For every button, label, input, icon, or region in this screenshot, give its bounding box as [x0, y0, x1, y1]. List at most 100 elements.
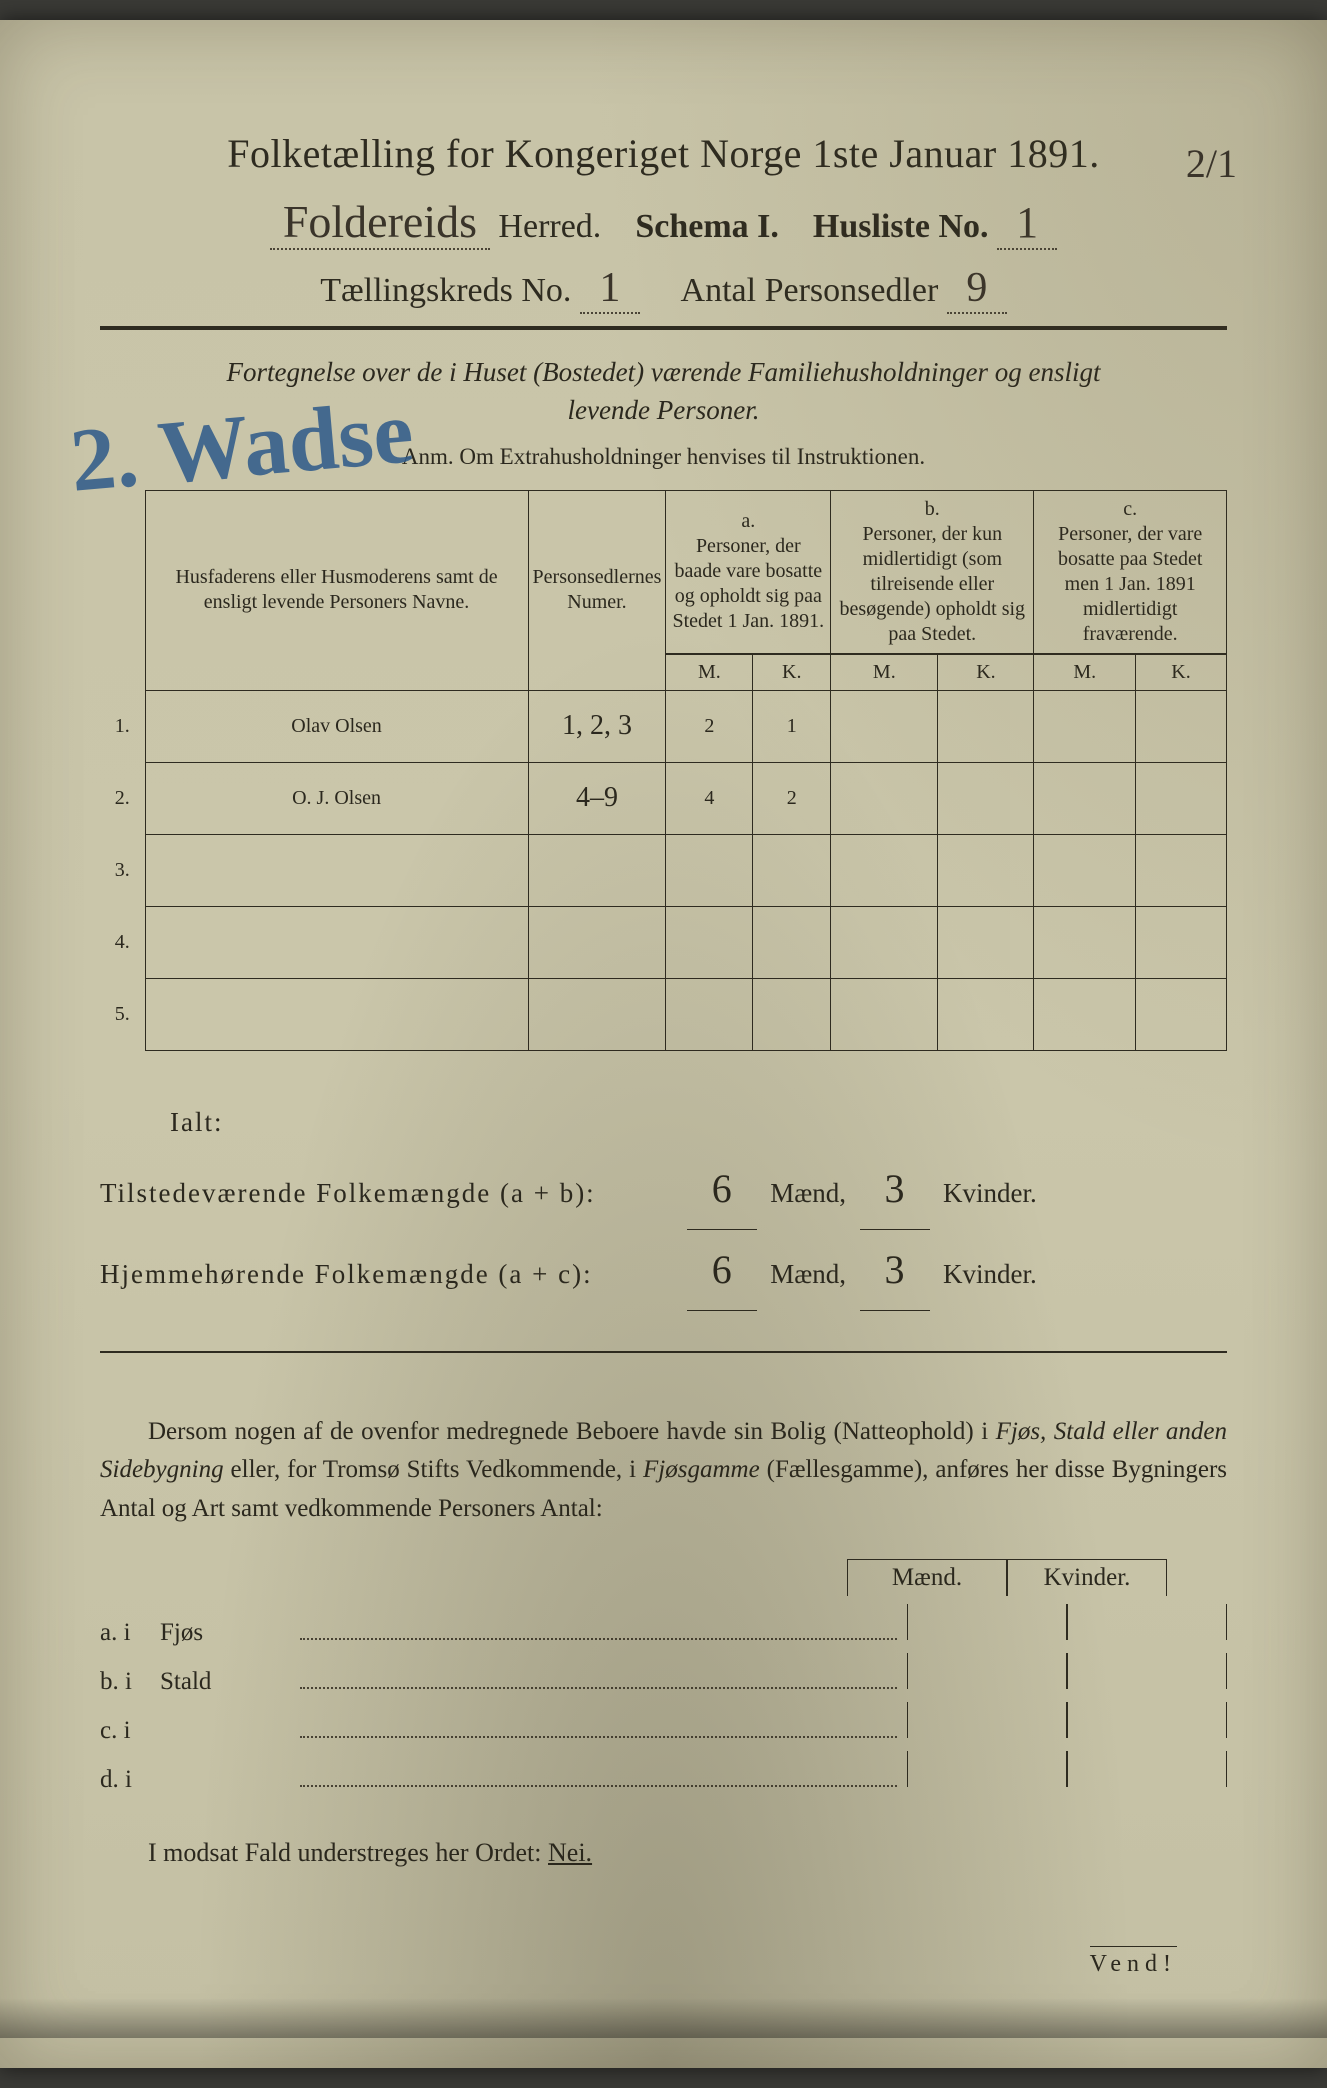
row-c-m	[1034, 762, 1136, 834]
nei-line: I modsat Fald understreges her Ordet: Ne…	[100, 1838, 1227, 1868]
outbuild-dots	[300, 1785, 897, 1787]
outbuild-m-cell	[907, 1751, 1067, 1787]
table-row: 3.	[100, 834, 1227, 906]
outbuild-label: Stald	[160, 1668, 290, 1696]
para-t2: eller, for Tromsø Stifts Vedkommende, i	[224, 1456, 643, 1483]
row-a-k: 1	[753, 690, 831, 762]
title-main: Folketælling for Kongeriget Norge 1ste J…	[100, 130, 1227, 177]
row-c-m	[1034, 834, 1136, 906]
col-b-text: Personer, der kun midlertidigt (som tilr…	[840, 523, 1026, 645]
totals-maend-1: Mænd,	[770, 1178, 846, 1208]
col-num-header: Personsedlernes Numer.	[528, 490, 666, 690]
outbuild-k-cell	[1067, 1702, 1227, 1738]
intro-1: Fortegnelse over de i Huset (Bostedet) v…	[226, 357, 1100, 387]
totals-kvinder-2: Kvinder.	[943, 1259, 1037, 1289]
mk-c-k: K.	[1136, 654, 1227, 690]
outbuild-header: Mænd.Kvinder.	[100, 1559, 1227, 1596]
row-c-m	[1034, 978, 1136, 1050]
totals-l2-label: Hjemmehørende Folkemængde (a + c):	[100, 1247, 680, 1301]
totals-l2-m: 6	[687, 1230, 757, 1311]
row-num	[528, 906, 666, 978]
row-a-k	[753, 834, 831, 906]
personsedler-label: Antal Personsedler	[681, 272, 939, 309]
col-c-text: Personer, der vare bosatte paa Stedet me…	[1058, 523, 1202, 645]
mk-c-m: M.	[1034, 654, 1136, 690]
totals-l1-k: 3	[860, 1149, 930, 1230]
table-row: 2.O. J. Olsen4–942	[100, 762, 1227, 834]
vend-label: Vend!	[1090, 1946, 1177, 1978]
para-t1: Dersom nogen af de ovenfor medregnede Be…	[148, 1418, 996, 1445]
outbuild-lead: a. i	[100, 1619, 160, 1647]
outbuild-k-cell	[1067, 1604, 1227, 1640]
row-a-m: 2	[666, 690, 753, 762]
outbuild-m-cell	[907, 1653, 1067, 1689]
outbuild-kvinder: Kvinder.	[1007, 1559, 1167, 1596]
outbuilding-paragraph: Dersom nogen af de ovenfor medregnede Be…	[100, 1413, 1227, 1529]
row-name: Olav Olsen	[145, 690, 528, 762]
row-b-k	[938, 906, 1034, 978]
row-a-m	[666, 978, 753, 1050]
row-num: 4–9	[528, 762, 666, 834]
row-name	[145, 834, 528, 906]
outbuild-dots	[300, 1687, 897, 1689]
outbuild-lead: b. i	[100, 1668, 160, 1696]
totals-kvinder-1: Kvinder.	[943, 1178, 1037, 1208]
row-b-m	[831, 762, 938, 834]
kreds-no: 1	[580, 264, 640, 314]
row-c-m	[1034, 906, 1136, 978]
col-b-header: b. Personer, der kun midlertidigt (som t…	[831, 490, 1034, 653]
title-line3: Tællingskreds No. 1 Antal Personsedler 9	[100, 264, 1227, 314]
col-a-header: a. Personer, der baade vare bosatte og o…	[666, 490, 831, 653]
outbuild-row: a. iFjøs	[100, 1604, 1227, 1647]
outbuild-row: b. iStald	[100, 1653, 1227, 1696]
mk-a-m: M.	[666, 654, 753, 690]
rule-1	[100, 326, 1227, 330]
row-b-k	[938, 978, 1034, 1050]
row-name: O. J. Olsen	[145, 762, 528, 834]
herred-label: Herred.	[498, 208, 601, 245]
outbuild-maend: Mænd.	[847, 1559, 1007, 1596]
row-b-m	[831, 978, 938, 1050]
outbuild-label: Fjøs	[160, 1619, 290, 1647]
husliste-no: 1	[997, 197, 1057, 250]
outbuild-k-cell	[1067, 1751, 1227, 1787]
census-form-page: 2/1 Folketælling for Kongeriget Norge 1s…	[0, 20, 1327, 2068]
row-c-k	[1136, 906, 1227, 978]
col-a-text: Personer, der baade vare bosatte og opho…	[672, 535, 824, 632]
col-c-label: c.	[1123, 498, 1137, 520]
totals-l1-m: 6	[687, 1149, 757, 1230]
title-line2: Foldereids Herred. Schema I. Husliste No…	[100, 195, 1227, 250]
col-b-label: b.	[925, 498, 940, 520]
row-number: 1.	[100, 690, 145, 762]
row-b-m	[831, 690, 938, 762]
row-b-k	[938, 690, 1034, 762]
row-c-k	[1136, 690, 1227, 762]
table-row: 4.	[100, 906, 1227, 978]
row-c-m	[1034, 690, 1136, 762]
row-a-m	[666, 834, 753, 906]
outbuild-m-cell	[907, 1702, 1067, 1738]
row-a-k	[753, 978, 831, 1050]
husliste-label: Husliste No.	[813, 208, 989, 245]
herred-name: Foldereids	[270, 195, 490, 250]
row-b-m	[831, 906, 938, 978]
outbuildings-block: Mænd.Kvinder. a. iFjøsb. iStaldc. id. i	[100, 1559, 1227, 1794]
row-num	[528, 834, 666, 906]
col-a-label: a.	[741, 510, 755, 532]
row-a-k: 2	[753, 762, 831, 834]
census-table: Husfaderens eller Husmoderens samt de en…	[100, 490, 1227, 1051]
outbuild-lead: c. i	[100, 1717, 160, 1745]
personsedler-no: 9	[947, 264, 1007, 314]
row-name	[145, 978, 528, 1050]
outbuild-dots	[300, 1638, 897, 1640]
row-name	[145, 906, 528, 978]
totals-line-2: Hjemmehørende Folkemængde (a + c): 6 Mæn…	[100, 1230, 1227, 1311]
row-c-k	[1136, 834, 1227, 906]
mk-b-m: M.	[831, 654, 938, 690]
rule-2	[100, 1351, 1227, 1353]
table-row: 1.Olav Olsen1, 2, 321	[100, 690, 1227, 762]
row-num: 1, 2, 3	[528, 690, 666, 762]
totals-block: Ialt: Tilstedeværende Folkemængde (a + b…	[100, 1095, 1227, 1311]
col-names-header: Husfaderens eller Husmoderens samt de en…	[145, 490, 528, 690]
nei-word: Nei.	[548, 1838, 592, 1867]
